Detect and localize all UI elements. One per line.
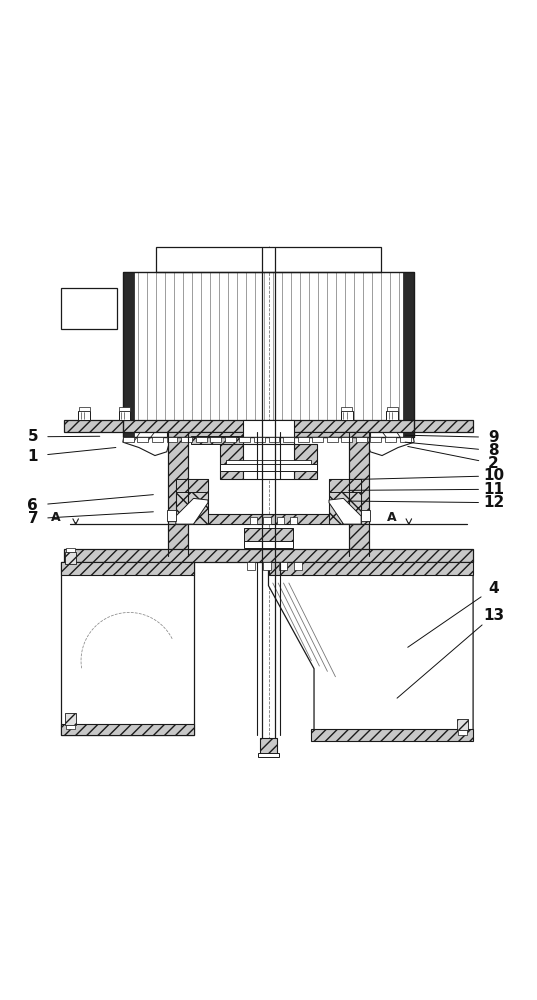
Text: 10: 10 — [483, 468, 504, 483]
Bar — [156, 247, 381, 272]
Text: 13: 13 — [483, 608, 504, 623]
Bar — [283, 437, 294, 442]
Bar — [458, 730, 467, 735]
Bar — [61, 288, 117, 329]
Text: 9: 9 — [488, 430, 499, 445]
Bar — [254, 437, 265, 442]
Bar — [220, 444, 243, 479]
Bar — [65, 552, 76, 564]
Bar — [243, 444, 294, 479]
Bar — [191, 436, 263, 444]
Bar — [79, 407, 90, 411]
Bar — [225, 437, 236, 442]
Text: A: A — [51, 511, 61, 524]
Polygon shape — [364, 427, 414, 456]
Bar — [386, 411, 398, 420]
Bar — [166, 510, 176, 521]
Polygon shape — [268, 562, 473, 730]
Bar — [457, 719, 468, 730]
Bar — [327, 437, 338, 442]
Text: 11: 11 — [483, 482, 504, 497]
Bar — [342, 407, 352, 411]
Bar — [123, 272, 134, 437]
Bar — [263, 562, 271, 570]
Text: 7: 7 — [27, 511, 38, 526]
Bar — [64, 420, 473, 432]
Bar — [66, 548, 75, 552]
Bar — [247, 562, 255, 570]
Bar — [64, 549, 473, 562]
Bar — [61, 562, 193, 735]
Bar — [312, 437, 323, 442]
Bar — [78, 411, 90, 420]
Bar — [400, 437, 411, 442]
Bar — [268, 437, 279, 442]
Bar — [294, 444, 317, 479]
Bar — [356, 437, 367, 442]
Bar — [66, 725, 75, 729]
Bar — [61, 724, 193, 735]
Bar — [119, 407, 130, 411]
Bar — [329, 479, 361, 524]
Bar — [258, 753, 279, 757]
Bar — [361, 510, 371, 521]
Bar — [168, 514, 369, 524]
Bar — [61, 562, 193, 575]
Bar — [240, 437, 250, 442]
Bar — [137, 437, 148, 442]
Bar — [166, 432, 371, 437]
Bar — [166, 437, 177, 442]
Bar — [123, 272, 414, 437]
Text: 1: 1 — [27, 449, 38, 464]
Bar — [311, 729, 473, 741]
Bar — [65, 713, 76, 725]
Bar — [250, 517, 257, 524]
Bar — [371, 437, 381, 442]
Text: 12: 12 — [483, 495, 504, 510]
Bar — [260, 738, 277, 754]
Bar — [342, 437, 352, 442]
Bar — [226, 460, 311, 464]
Bar — [277, 517, 284, 524]
Bar — [279, 562, 287, 570]
Bar — [349, 432, 369, 556]
Bar — [181, 437, 192, 442]
Bar — [195, 437, 207, 442]
Bar — [119, 411, 130, 420]
Bar — [168, 432, 188, 556]
Bar — [297, 437, 309, 442]
Text: 6: 6 — [27, 498, 38, 513]
Text: 8: 8 — [488, 443, 499, 458]
Polygon shape — [176, 498, 208, 524]
Bar — [329, 479, 361, 492]
Bar — [263, 517, 271, 524]
Bar — [243, 420, 294, 444]
Bar — [387, 407, 397, 411]
Text: 4: 4 — [488, 581, 499, 596]
Bar — [268, 562, 473, 575]
Bar — [385, 437, 396, 442]
Polygon shape — [123, 427, 173, 456]
Bar — [403, 272, 414, 437]
Bar — [220, 464, 317, 471]
Bar — [176, 479, 208, 492]
Bar — [290, 517, 297, 524]
Text: 2: 2 — [488, 456, 499, 471]
Text: A: A — [387, 511, 396, 524]
Bar — [152, 437, 163, 442]
Bar — [210, 437, 221, 442]
Bar — [244, 541, 293, 548]
Bar — [123, 437, 134, 442]
Bar — [341, 411, 353, 420]
Text: 5: 5 — [27, 429, 38, 444]
Bar — [294, 562, 302, 570]
Bar — [244, 528, 293, 542]
Bar — [176, 479, 208, 524]
Polygon shape — [329, 498, 361, 524]
